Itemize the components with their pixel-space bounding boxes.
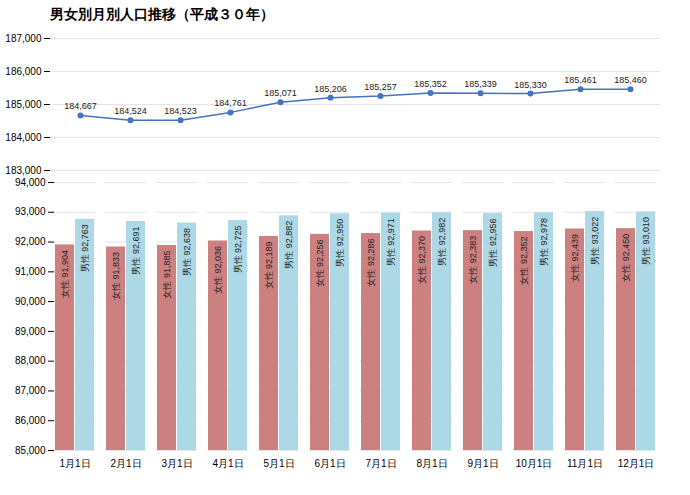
svg-text:85,000: 85,000 xyxy=(15,445,46,456)
svg-text:女性 92,036: 女性 92,036 xyxy=(213,246,223,294)
svg-text:86,000: 86,000 xyxy=(15,415,46,426)
svg-text:88,000: 88,000 xyxy=(15,355,46,366)
svg-text:184,000: 184,000 xyxy=(5,132,42,143)
svg-text:89,000: 89,000 xyxy=(15,326,46,337)
svg-text:10月1日: 10月1日 xyxy=(516,458,553,469)
svg-text:186,000: 186,000 xyxy=(5,66,42,77)
svg-text:185,352: 185,352 xyxy=(414,79,447,89)
svg-text:94,000: 94,000 xyxy=(15,177,46,188)
svg-text:184,524: 184,524 xyxy=(114,106,147,116)
svg-text:男性 92,882: 男性 92,882 xyxy=(284,221,294,269)
svg-text:女性 91,833: 女性 91,833 xyxy=(111,252,121,300)
svg-text:87,000: 87,000 xyxy=(15,385,46,396)
svg-text:女性 92,383: 女性 92,383 xyxy=(468,236,478,284)
svg-text:2月1日: 2月1日 xyxy=(110,458,141,469)
svg-text:91,000: 91,000 xyxy=(15,266,46,277)
svg-text:男性 92,978: 男性 92,978 xyxy=(539,218,549,266)
svg-text:男性 92,638: 男性 92,638 xyxy=(182,228,192,276)
svg-text:185,000: 185,000 xyxy=(5,99,42,110)
svg-text:男性 92,763: 男性 92,763 xyxy=(80,224,90,272)
svg-text:4月1日: 4月1日 xyxy=(212,458,243,469)
svg-text:女性 92,439: 女性 92,439 xyxy=(570,234,580,282)
svg-text:92,000: 92,000 xyxy=(15,236,46,247)
svg-text:男性 92,691: 男性 92,691 xyxy=(131,226,141,274)
svg-text:6月1日: 6月1日 xyxy=(314,458,345,469)
svg-text:185,339: 185,339 xyxy=(464,79,497,89)
svg-text:女性 92,352: 女性 92,352 xyxy=(519,237,529,285)
svg-text:女性 91,904: 女性 91,904 xyxy=(60,250,70,298)
svg-text:93,000: 93,000 xyxy=(15,206,46,217)
svg-text:女性 92,189: 女性 92,189 xyxy=(264,241,274,289)
svg-text:女性 92,450: 女性 92,450 xyxy=(621,234,631,282)
svg-text:184,667: 184,667 xyxy=(64,101,97,111)
svg-text:7月1日: 7月1日 xyxy=(365,458,396,469)
svg-text:183,000: 183,000 xyxy=(5,165,42,176)
svg-text:185,460: 185,460 xyxy=(614,75,647,85)
svg-text:女性 91,885: 女性 91,885 xyxy=(162,250,172,298)
svg-text:90,000: 90,000 xyxy=(15,296,46,307)
svg-text:12月1日: 12月1日 xyxy=(618,458,655,469)
svg-text:185,330: 185,330 xyxy=(514,79,547,89)
svg-text:187,000: 187,000 xyxy=(5,33,42,44)
svg-text:女性 92,256: 女性 92,256 xyxy=(315,239,325,287)
html-text:男女別月別人口推移（平成３０年）: 男女別月別人口推移（平成３０年） xyxy=(50,6,274,22)
svg-text:男性 92,971: 男性 92,971 xyxy=(386,218,396,266)
svg-text:9月1日: 9月1日 xyxy=(467,458,498,469)
svg-text:男性 92,950: 男性 92,950 xyxy=(335,219,345,267)
svg-text:女性 92,286: 女性 92,286 xyxy=(366,239,376,287)
svg-text:185,461: 185,461 xyxy=(564,75,597,85)
svg-text:男性 92,725: 男性 92,725 xyxy=(233,225,243,273)
svg-text:185,257: 185,257 xyxy=(364,82,397,92)
svg-text:185,071: 185,071 xyxy=(264,88,297,98)
svg-text:1月1日: 1月1日 xyxy=(59,458,90,469)
svg-text:男性 93,010: 男性 93,010 xyxy=(641,217,651,265)
svg-text:5月1日: 5月1日 xyxy=(263,458,294,469)
svg-text:女性 92,370: 女性 92,370 xyxy=(417,236,427,284)
svg-text:3月1日: 3月1日 xyxy=(161,458,192,469)
svg-text:184,523: 184,523 xyxy=(164,106,197,116)
svg-text:184,761: 184,761 xyxy=(214,98,247,108)
svg-text:11月1日: 11月1日 xyxy=(567,458,603,469)
svg-text:8月1日: 8月1日 xyxy=(416,458,447,469)
svg-text:185,206: 185,206 xyxy=(314,84,347,94)
svg-text:男性 92,982: 男性 92,982 xyxy=(437,218,447,266)
svg-text:男性 92,956: 男性 92,956 xyxy=(488,219,498,267)
svg-text:男性 93,022: 男性 93,022 xyxy=(590,217,600,265)
